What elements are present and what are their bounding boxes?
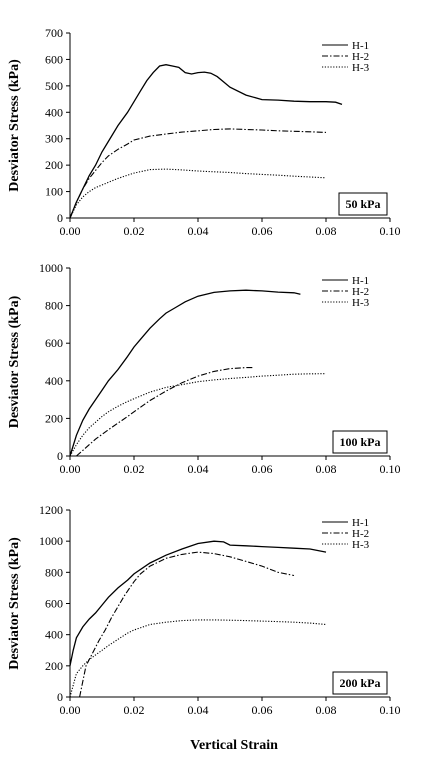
confining-pressure-badge-box [332, 430, 388, 454]
x-tick-label: 0.04 [188, 224, 209, 238]
y-tick-label: 1200 [39, 503, 63, 517]
x-tick-label: 0.10 [380, 224, 401, 238]
legend-label: H-3 [352, 539, 370, 551]
y-axis-label: Desviator Stress (kPa) [7, 295, 22, 428]
legend-label: H-1 [352, 275, 369, 287]
chart-panel-200kpa: 0 200 400 600 800 1000 1200 0.00 0.02 0.04 0.06 0.0… [7, 503, 401, 717]
y-tick-label: 200 [45, 158, 63, 172]
y-axis-label: Desviator Stress (kPa) [7, 59, 22, 192]
confining-pressure-badge-box [338, 192, 388, 216]
series-line-h-2 [76, 367, 253, 457]
legend-label: H-3 [352, 62, 370, 74]
y-axis-label: Desviator Stress (kPa) [7, 537, 22, 670]
series-line-h-3 [69, 619, 327, 698]
x-tick-label: 0.00 [60, 462, 81, 476]
y-tick-label: 400 [45, 628, 63, 642]
legend-label: H-2 [352, 528, 369, 540]
x-tick-label: 0.02 [124, 462, 145, 476]
x-tick-label: 0.06 [252, 462, 273, 476]
x-tick-label: 0.08 [316, 224, 337, 238]
legend-label: H-2 [352, 286, 369, 298]
series-line-h-1 [69, 64, 343, 219]
y-tick-label: 100 [45, 185, 63, 199]
confining-pressure-badge: 50 kPa [345, 197, 380, 211]
series-line-h-3 [69, 168, 327, 219]
y-tick-label: 300 [45, 132, 63, 146]
y-tick-label: 1000 [39, 534, 63, 548]
legend-label: H-2 [352, 51, 369, 63]
y-tick-label: 600 [45, 597, 63, 611]
y-tick-label: 800 [45, 299, 63, 313]
series-line-h-3 [69, 373, 327, 457]
x-tick-label: 0.10 [380, 462, 401, 476]
series-line-h-2 [79, 551, 295, 698]
y-tick-label: 0 [57, 211, 63, 225]
y-tick-label: 200 [45, 411, 63, 425]
chart-panel-50kpa: 0 100 200 300 400 500 600 700 0.00 0.02 0.04 0.06 0.… [7, 26, 401, 238]
x-tick-label: 0.06 [252, 703, 273, 717]
x-tick-label: 0.00 [60, 703, 81, 717]
x-tick-label: 0.04 [188, 703, 209, 717]
legend-label: H-3 [352, 297, 370, 309]
legend-label: H-1 [352, 517, 369, 529]
y-tick-label: 200 [45, 659, 63, 673]
x-axis-label: Vertical Strain [190, 738, 278, 753]
chart-panel-100kpa: 0 200 400 600 800 1000 0.00 0.02 0.04 0.06 0.08 0.1… [7, 261, 401, 476]
series-line-h-1 [69, 540, 327, 666]
confining-pressure-badge: 200 kPa [339, 676, 380, 690]
series-line-h-1 [69, 289, 301, 457]
y-tick-label: 1000 [39, 261, 63, 275]
series-line-h-2 [69, 128, 327, 219]
x-tick-label: 0.04 [188, 462, 209, 476]
y-tick-label: 0 [57, 690, 63, 704]
legend-label: H-1 [352, 40, 369, 52]
x-tick-label: 0.00 [60, 224, 81, 238]
y-tick-label: 800 [45, 565, 63, 579]
y-tick-label: 400 [45, 374, 63, 388]
confining-pressure-badge: 100 kPa [339, 435, 380, 449]
y-tick-label: 700 [45, 26, 63, 40]
y-tick-label: 0 [57, 449, 63, 463]
x-tick-label: 0.02 [124, 703, 145, 717]
confining-pressure-badge-box [332, 671, 388, 695]
x-tick-label: 0.02 [124, 224, 145, 238]
y-tick-label: 500 [45, 79, 63, 93]
x-tick-label: 0.08 [316, 462, 337, 476]
x-tick-label: 0.06 [252, 224, 273, 238]
x-tick-label: 0.10 [380, 703, 401, 717]
y-tick-label: 600 [45, 52, 63, 66]
y-tick-label: 400 [45, 105, 63, 119]
x-tick-label: 0.08 [316, 703, 337, 717]
y-tick-label: 600 [45, 336, 63, 350]
